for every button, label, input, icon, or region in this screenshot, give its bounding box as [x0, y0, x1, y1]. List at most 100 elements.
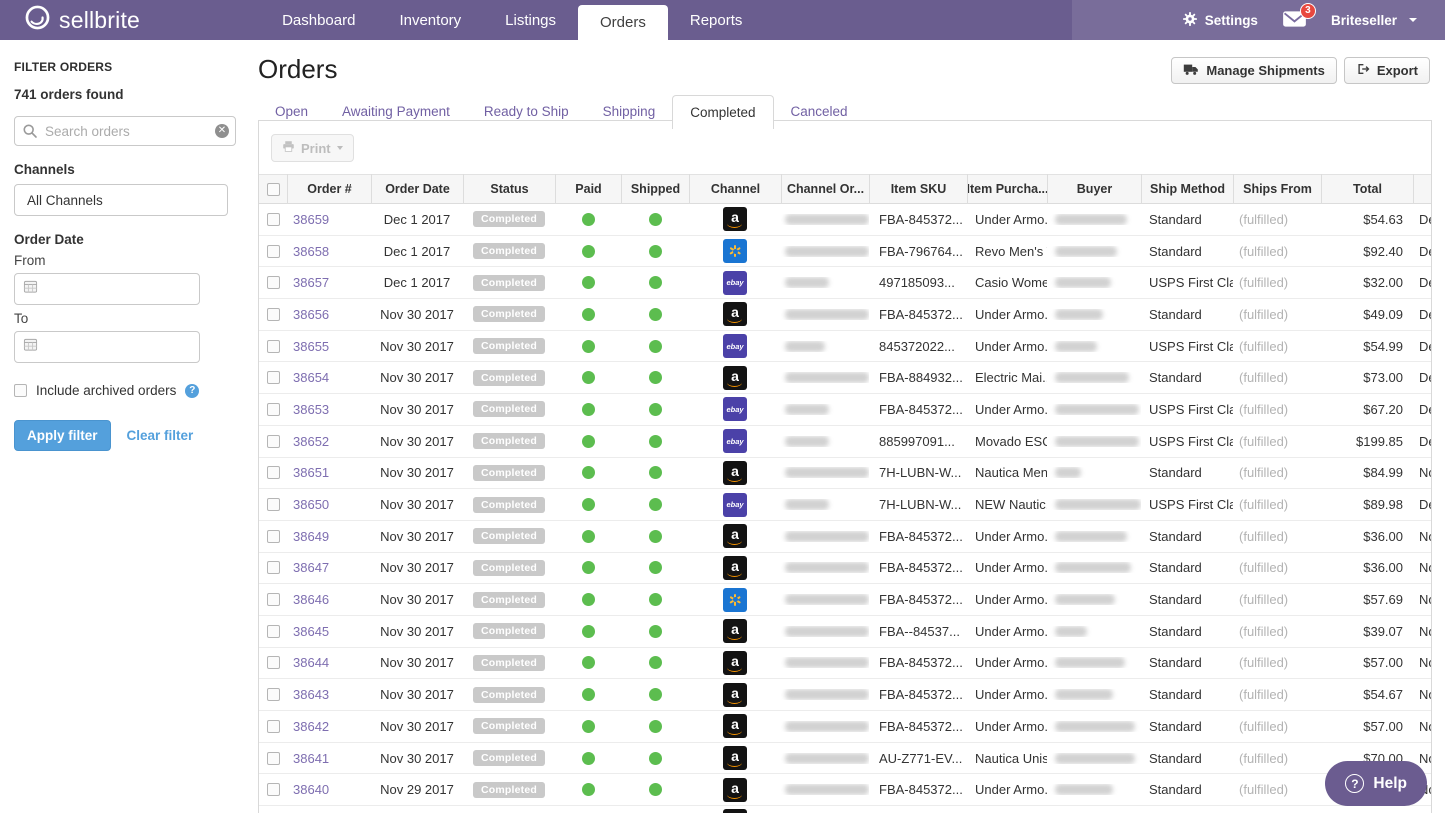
row-checkbox[interactable] [267, 308, 280, 321]
last-updated-cell: Dec [1413, 402, 1432, 417]
order-number-link[interactable]: 38653 [293, 402, 329, 417]
select-all-checkbox[interactable] [267, 183, 280, 196]
row-checkbox[interactable] [267, 530, 280, 543]
row-checkbox[interactable] [267, 213, 280, 226]
date-from-input[interactable] [14, 273, 200, 305]
column-header-order: Order # [287, 174, 371, 204]
status-cell: Completed [463, 560, 555, 576]
order-number-link[interactable]: 38651 [293, 465, 329, 480]
order-number-link[interactable]: 38656 [293, 307, 329, 322]
ships-from-value: (fulfilled) [1239, 402, 1288, 417]
row-checkbox[interactable] [267, 340, 280, 353]
order-number-link[interactable]: 38646 [293, 592, 329, 607]
order-number-link[interactable]: 38657 [293, 275, 329, 290]
order-number-link[interactable]: 38641 [293, 751, 329, 766]
channel-cell [689, 588, 781, 612]
total-cell: $54.99 [1321, 339, 1413, 354]
order-number-link[interactable]: 38654 [293, 370, 329, 385]
question-circle-icon[interactable]: ? [185, 384, 199, 398]
row-checkbox[interactable] [267, 783, 280, 796]
status-cell: Completed [463, 243, 555, 259]
tab-completed[interactable]: Completed [672, 95, 773, 129]
row-checkbox[interactable] [267, 466, 280, 479]
order-number-link[interactable]: 38652 [293, 434, 329, 449]
order-number-link[interactable]: 38658 [293, 244, 329, 259]
amazon-channel-icon: a [723, 207, 747, 231]
shipped-cell [621, 245, 689, 258]
order-number-link[interactable]: 38644 [293, 655, 329, 670]
row-checkbox[interactable] [267, 593, 280, 606]
tab-canceled[interactable]: Canceled [774, 95, 865, 129]
channel-order-cell [781, 467, 869, 478]
order-number-link[interactable]: 38655 [293, 339, 329, 354]
order-number-link[interactable]: 38659 [293, 212, 329, 227]
row-checkbox[interactable] [267, 656, 280, 669]
apply-filter-button[interactable]: Apply filter [14, 420, 111, 451]
settings-button[interactable]: Settings [1182, 11, 1258, 30]
nav-item-orders[interactable]: Orders [578, 5, 668, 40]
row-checkbox[interactable] [267, 276, 280, 289]
redacted-channel-order [785, 372, 869, 383]
ship-method-cell: Standard [1141, 244, 1233, 259]
row-checkbox-cell [259, 308, 287, 321]
filter-actions: Apply filter Clear filter [14, 420, 236, 451]
notifications-button[interactable]: 3 [1282, 10, 1307, 31]
manage-shipments-button[interactable]: Manage Shipments [1171, 57, 1336, 84]
help-button[interactable]: ? Help [1325, 761, 1427, 806]
nav-item-dashboard[interactable]: Dashboard [260, 0, 377, 40]
order-number-link[interactable]: 38650 [293, 497, 329, 512]
tab-shipping[interactable]: Shipping [586, 95, 673, 129]
row-checkbox[interactable] [267, 403, 280, 416]
clear-search-icon[interactable]: ✕ [215, 124, 229, 138]
orders-found-count: 741 orders found [14, 87, 236, 102]
shipped-cell [621, 783, 689, 796]
last-updated-cell: Dec [1413, 434, 1432, 449]
tab-open[interactable]: Open [258, 95, 325, 129]
order-number-link[interactable]: 38643 [293, 687, 329, 702]
row-checkbox[interactable] [267, 625, 280, 638]
row-checkbox[interactable] [267, 688, 280, 701]
brand-logo[interactable]: sellbrite [24, 4, 140, 36]
row-checkbox[interactable] [267, 561, 280, 574]
row-checkbox[interactable] [267, 371, 280, 384]
ships-from-value: (fulfilled) [1239, 529, 1288, 544]
include-archived-checkbox[interactable] [14, 384, 27, 397]
nav-item-listings[interactable]: Listings [483, 0, 578, 40]
export-button[interactable]: Export [1344, 57, 1430, 84]
user-menu[interactable]: Briteseller [1331, 13, 1417, 28]
print-button[interactable]: Print [271, 134, 354, 162]
redacted-channel-order [785, 467, 869, 478]
tab-ready-to-ship[interactable]: Ready to Ship [467, 95, 586, 129]
last-updated-cell: Nov [1413, 624, 1432, 639]
redacted-buyer [1055, 689, 1113, 700]
date-to-input[interactable] [14, 331, 200, 363]
channel-cell: a [689, 683, 781, 707]
paid-cell [555, 720, 621, 733]
row-checkbox[interactable] [267, 435, 280, 448]
order-number-link[interactable]: 38649 [293, 529, 329, 544]
search-orders-input[interactable] [14, 116, 236, 146]
nav-item-reports[interactable]: Reports [668, 0, 765, 40]
clear-filter-link[interactable]: Clear filter [127, 428, 194, 443]
row-checkbox[interactable] [267, 245, 280, 258]
order-number-link[interactable]: 38642 [293, 719, 329, 734]
channels-select[interactable]: All Channels [14, 184, 228, 216]
row-checkbox[interactable] [267, 498, 280, 511]
table-row: 38643Nov 30 2017CompletedaFBA-845372...U… [259, 679, 1431, 711]
nav-item-inventory[interactable]: Inventory [377, 0, 483, 40]
item-sku-cell: 845372022... [869, 339, 967, 354]
order-number-link[interactable]: 38645 [293, 624, 329, 639]
ships-from-cell: (fulfilled) [1233, 497, 1321, 512]
order-number-cell: 38641 [287, 751, 371, 766]
tab-awaiting-payment[interactable]: Awaiting Payment [325, 95, 467, 129]
row-checkbox[interactable] [267, 752, 280, 765]
ships-from-cell: (fulfilled) [1233, 719, 1321, 734]
order-date-cell: Nov 30 2017 [371, 592, 463, 607]
order-number-link[interactable]: 38640 [293, 782, 329, 797]
row-checkbox[interactable] [267, 720, 280, 733]
item-sku-cell: 885997091... [869, 434, 967, 449]
paid-cell [555, 340, 621, 353]
order-number-cell: 38647 [287, 560, 371, 575]
order-number-link[interactable]: 38647 [293, 560, 329, 575]
order-date-cell: Nov 30 2017 [371, 434, 463, 449]
